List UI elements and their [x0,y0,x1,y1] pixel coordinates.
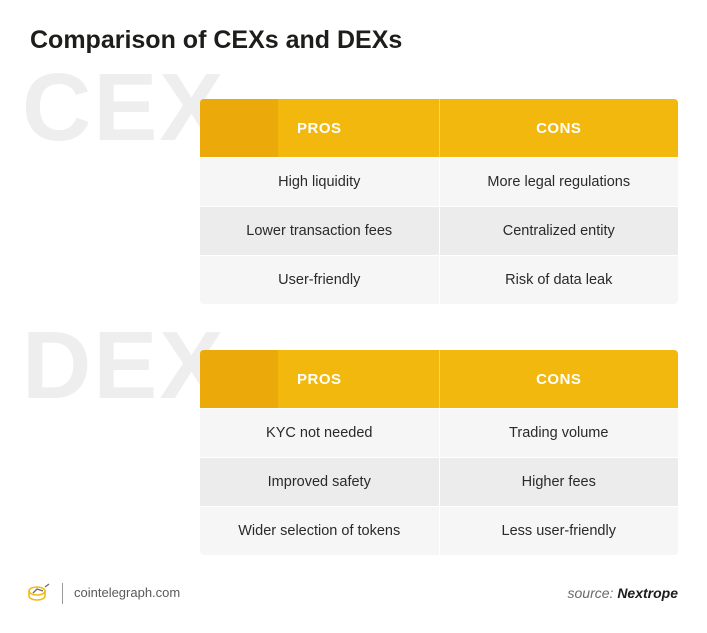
dex-con-2: Higher fees [438,458,679,506]
table-row: User-friendly Risk of data leak [200,255,678,304]
cex-con-1: More legal regulations [438,158,679,206]
cointelegraph-logo-icon [28,583,50,601]
dex-con-3: Less user-friendly [438,507,679,555]
dex-pro-2: Improved safety [267,474,371,490]
cex-cons-header: CONS [438,99,679,157]
cex-pros-header: PROS [296,119,342,137]
cex-con-3: Risk of data leak [438,256,679,304]
footer-source: source: Nextrope [568,585,679,601]
dex-con-1: Trading volume [438,409,679,457]
footer-divider [62,583,63,604]
table-row: Wider selection of tokens Less user-frie… [200,506,678,555]
cex-table: PROS CONS High liquidity More legal regu… [200,99,678,304]
cex-header-row: PROS CONS [200,99,678,157]
table-row: High liquidity More legal regulations [200,157,678,206]
source-name: Nextrope [617,585,678,601]
cex-con-2: Centralized entity [438,207,679,255]
dex-watermark: DEX [22,312,226,419]
page-title: Comparison of CEXs and DEXs [30,26,403,54]
cex-watermark: CEX [22,54,226,161]
source-label: source: [567,585,614,601]
cex-pro-3: User-friendly [278,272,361,288]
dex-pro-1: KYC not needed [266,425,373,441]
table-row: Lower transaction fees Centralized entit… [200,206,678,255]
dex-header-row: PROS CONS [200,350,678,408]
dex-pro-3: Wider selection of tokens [238,523,401,539]
table-row: KYC not needed Trading volume [200,408,678,457]
cex-pro-2: Lower transaction fees [246,223,393,239]
dex-table: PROS CONS KYC not needed Trading volume … [200,350,678,555]
footer-site-link[interactable]: cointelegraph.com [74,585,181,600]
dex-cons-header: CONS [438,350,679,408]
dex-pros-header: PROS [296,370,342,388]
table-row: Improved safety Higher fees [200,457,678,506]
cex-pro-1: High liquidity [278,174,361,190]
